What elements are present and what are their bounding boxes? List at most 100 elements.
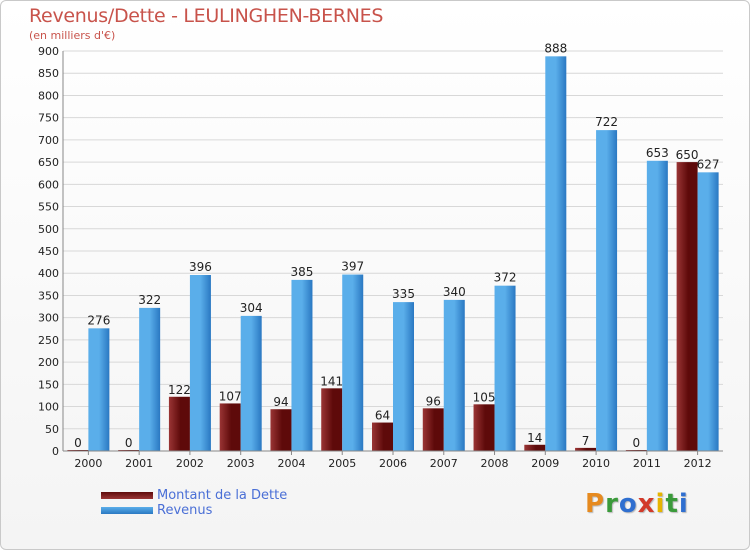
y-tick-label: 350	[38, 289, 59, 302]
legend-label-dette: Montant de la Dette	[157, 488, 288, 503]
data-label-revenus: 304	[240, 301, 263, 315]
x-tick-label: 2008	[481, 457, 509, 470]
bar-revenus	[291, 279, 313, 451]
x-tick-label: 2012	[684, 457, 712, 470]
x-tick-label: 2009	[531, 457, 559, 470]
bar-revenus	[88, 328, 110, 451]
data-label-dette: 107	[219, 389, 242, 403]
y-tick-label: 100	[38, 401, 59, 414]
data-label-revenus: 340	[443, 285, 466, 299]
bar-dette	[575, 447, 597, 451]
data-label-revenus: 276	[87, 313, 110, 327]
data-label-revenus: 397	[341, 260, 364, 274]
data-label-dette: 94	[273, 395, 288, 409]
x-tick-label: 2010	[582, 457, 610, 470]
bar-dette	[168, 396, 190, 451]
data-label-dette: 122	[168, 383, 191, 397]
y-tick-label: 850	[38, 67, 59, 80]
x-tick-label: 2000	[74, 457, 102, 470]
data-label-dette: 0	[633, 436, 641, 450]
x-tick-label: 2006	[379, 457, 407, 470]
bar-revenus	[494, 285, 516, 451]
x-tick-label: 2005	[328, 457, 356, 470]
y-tick-label: 50	[45, 423, 59, 436]
bar-revenus	[240, 315, 262, 451]
bar-revenus	[596, 130, 618, 451]
chart-subtitle: (en milliers d'€)	[29, 29, 116, 42]
y-tick-label: 200	[38, 356, 59, 369]
data-label-revenus: 653	[646, 146, 669, 160]
legend-swatch-dette	[101, 492, 153, 499]
y-tick-label: 400	[38, 267, 59, 280]
legend-item-dette: Montant de la Dette	[101, 488, 287, 503]
bar-dette	[372, 422, 393, 451]
y-tick-label: 900	[38, 45, 59, 58]
y-tick-label: 500	[38, 223, 59, 236]
logo-letter: P	[585, 489, 606, 519]
x-tick-label: 2002	[176, 457, 204, 470]
x-tick-label: 2003	[227, 457, 255, 470]
y-tick-label: 0	[52, 445, 59, 458]
y-tick-label: 750	[38, 112, 59, 125]
logo-letter: r	[605, 489, 619, 519]
data-label-dette: 141	[320, 374, 343, 388]
proxiti-logo: Proxiti	[585, 489, 689, 519]
bar-revenus	[697, 172, 719, 452]
y-tick-label: 300	[38, 312, 59, 325]
bar-dette	[270, 409, 292, 451]
y-tick-label: 700	[38, 134, 59, 147]
x-tick-label: 2007	[430, 457, 458, 470]
y-tick-label: 250	[38, 334, 59, 347]
x-tick-label: 2004	[277, 457, 305, 470]
bar-revenus	[139, 307, 161, 451]
logo-letter: x	[637, 489, 656, 519]
bar-dette	[473, 404, 495, 451]
bar-revenus	[393, 302, 414, 451]
bar-revenus	[646, 160, 668, 451]
data-label-revenus: 722	[595, 115, 618, 129]
bar-revenus	[545, 56, 567, 451]
data-label-dette: 650	[676, 148, 699, 162]
data-label-dette: 14	[527, 431, 542, 445]
x-tick-label: 2001	[125, 457, 153, 470]
y-tick-label: 550	[38, 201, 59, 214]
data-label-revenus: 396	[189, 260, 212, 274]
data-label-dette: 96	[426, 394, 441, 408]
bar-dette	[676, 162, 698, 451]
bar-revenus	[443, 299, 465, 451]
chart-title: Revenus/Dette - LEULINGHEN-BERNES	[29, 5, 384, 27]
bar-revenus	[189, 275, 211, 451]
bar-dette	[524, 444, 546, 451]
logo-letter: o	[618, 489, 638, 519]
legend-swatch-revenus	[101, 507, 153, 514]
logo-letter: i	[655, 489, 666, 519]
legend-label-revenus: Revenus	[157, 503, 213, 518]
logo-letter: i	[678, 489, 689, 519]
data-label-dette: 64	[375, 409, 390, 423]
bar-dette	[219, 403, 241, 451]
bar-revenus	[342, 274, 364, 451]
data-label-revenus: 372	[494, 271, 517, 285]
data-label-dette: 0	[74, 436, 82, 450]
data-label-dette: 7	[582, 434, 590, 448]
legend-item-revenus: Revenus	[101, 503, 287, 518]
logo-letter: t	[665, 489, 679, 519]
y-tick-label: 600	[38, 178, 59, 191]
data-label-revenus: 335	[392, 287, 415, 301]
x-tick-label: 2011	[633, 457, 661, 470]
bar-dette	[321, 388, 343, 451]
data-label-dette: 105	[473, 390, 496, 404]
data-label-dette: 0	[125, 436, 133, 450]
y-tick-label: 650	[38, 156, 59, 169]
data-label-revenus: 322	[138, 293, 161, 307]
data-label-revenus: 627	[697, 157, 720, 171]
bar-dette	[422, 408, 444, 451]
chart-legend: Montant de la Dette Revenus	[101, 488, 287, 518]
data-label-revenus: 385	[291, 265, 314, 279]
data-label-revenus: 888	[544, 41, 567, 55]
y-tick-label: 800	[38, 89, 59, 102]
y-tick-label: 150	[38, 378, 59, 391]
y-tick-label: 450	[38, 245, 59, 258]
